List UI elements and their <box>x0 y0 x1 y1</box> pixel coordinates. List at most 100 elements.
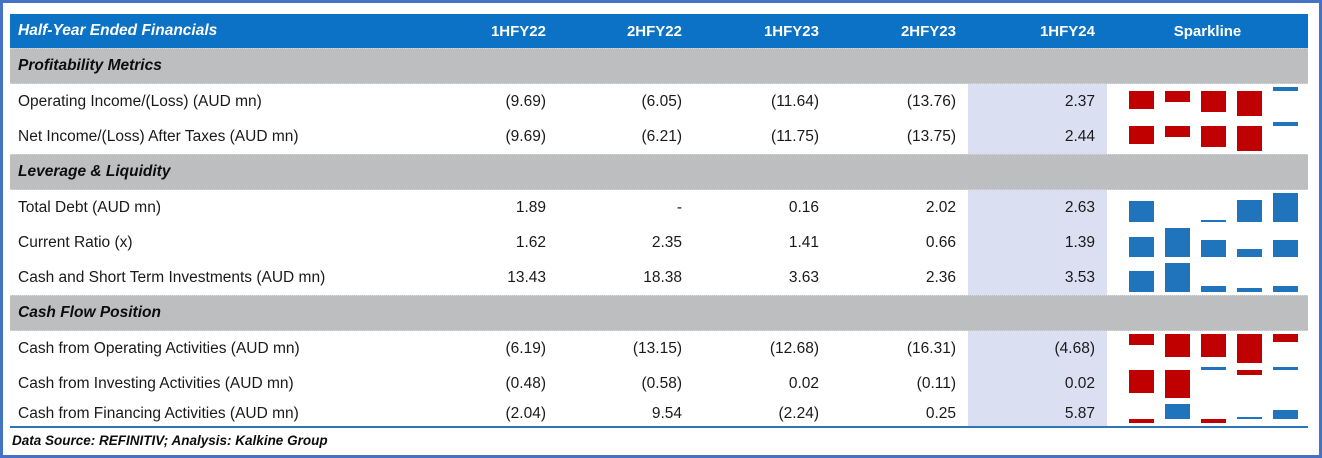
table-title: Half-Year Ended Financials <box>18 22 218 39</box>
sparkline-bar-negative <box>1201 334 1226 357</box>
sparkline-bar-negative <box>1129 91 1154 109</box>
sparkline-bar-positive <box>1273 367 1298 370</box>
sparkline-bar-negative <box>1201 419 1226 423</box>
sparkline-bar-positive <box>1273 193 1298 222</box>
column-header-1hfy22: 1HFY22 <box>490 22 546 40</box>
column-header-sparkline: Sparkline <box>1173 22 1242 40</box>
section-label: Profitability Metrics <box>18 57 162 74</box>
sparkline-bar-positive <box>1201 286 1226 292</box>
column-header-1hfy24: 1HFY24 <box>1039 22 1095 40</box>
table-row-operating-income: Operating Income/(Loss) (AUD mn) (9.69) … <box>10 84 1308 119</box>
row-label: Cash from Investing Activities (AUD mn) <box>18 374 294 392</box>
value-cell: 1.41 <box>788 233 819 251</box>
section-label: Cash Flow Position <box>18 304 161 321</box>
value-cell: (2.04) <box>505 404 547 422</box>
value-cell: (9.69) <box>505 92 547 110</box>
section-header-profitability: Profitability Metrics <box>10 48 1308 84</box>
sparkline-bar-positive <box>1165 228 1190 257</box>
value-cell: 0.25 <box>925 404 956 422</box>
half-year-financials-table: Half-Year Ended Financials 1HFY22 2HFY22… <box>10 14 1308 448</box>
sparkline-bar-negative <box>1165 369 1190 398</box>
value-cell: (2.24) <box>778 404 820 422</box>
sparkline-chart <box>1107 84 1308 119</box>
row-label: Cash from Financing Activities (AUD mn) <box>18 404 299 422</box>
sparkline-chart <box>1107 119 1308 154</box>
sparkline-bar-negative <box>1273 334 1298 343</box>
section-header-cashflow: Cash Flow Position <box>10 295 1308 331</box>
value-cell: (13.76) <box>906 92 956 110</box>
sparkline-chart <box>1107 401 1308 426</box>
value-cell-highlighted: (4.68) <box>968 331 1107 366</box>
sparkline-chart <box>1107 260 1308 295</box>
row-label: Current Ratio (x) <box>18 233 133 251</box>
value-cell: 18.38 <box>643 268 682 286</box>
value-cell: (16.31) <box>906 339 956 357</box>
value-cell-highlighted: 2.37 <box>968 84 1107 119</box>
value-cell: 2.35 <box>651 233 682 251</box>
table-row-total-debt: Total Debt (AUD mn) 1.89 - 0.16 2.02 2.6… <box>10 190 1308 225</box>
value-cell-highlighted: 5.87 <box>968 401 1107 426</box>
sparkline-bar-negative <box>1129 419 1154 423</box>
value-cell: (13.75) <box>906 127 956 145</box>
value-cell: 0.16 <box>788 198 819 216</box>
sparkline-chart <box>1107 331 1308 366</box>
table-header-row: Half-Year Ended Financials 1HFY22 2HFY22… <box>10 14 1308 48</box>
section-header-leverage: Leverage & Liquidity <box>10 154 1308 190</box>
value-cell: 0.02 <box>788 374 819 392</box>
sparkline-bar-negative <box>1129 126 1154 144</box>
value-cell-highlighted: 1.39 <box>968 225 1107 260</box>
value-cell: 9.54 <box>651 404 682 422</box>
value-cell: (13.15) <box>632 339 682 357</box>
sparkline-bar-positive <box>1165 404 1190 420</box>
column-header-2hfy23: 2HFY23 <box>900 22 956 40</box>
sparkline-bar-positive <box>1165 263 1190 292</box>
value-cell: (11.64) <box>771 92 819 110</box>
sparkline-bar-negative <box>1129 334 1154 345</box>
value-cell-highlighted: 2.44 <box>968 119 1107 154</box>
sparkline-bar-positive <box>1237 199 1262 222</box>
value-cell: (0.11) <box>916 374 956 392</box>
sparkline-bar-positive <box>1273 87 1298 92</box>
sparkline-bar-negative <box>1237 126 1262 151</box>
table-row-current-ratio: Current Ratio (x) 1.62 2.35 1.41 0.66 1.… <box>10 225 1308 260</box>
row-label: Cash from Operating Activities (AUD mn) <box>18 339 300 357</box>
value-cell: 2.36 <box>925 268 956 286</box>
row-label: Net Income/(Loss) After Taxes (AUD mn) <box>18 127 299 145</box>
sparkline-bar-positive <box>1129 270 1154 292</box>
row-label: Operating Income/(Loss) (AUD mn) <box>18 92 262 110</box>
sparkline-bar-positive <box>1129 237 1154 257</box>
sparkline-bar-negative <box>1129 369 1154 394</box>
sparkline-chart <box>1107 225 1308 260</box>
sparkline-chart <box>1107 190 1308 225</box>
table-row-cash-financing: Cash from Financing Activities (AUD mn) … <box>10 401 1308 426</box>
table-row-cash-operating: Cash from Operating Activities (AUD mn) … <box>10 331 1308 366</box>
sparkline-bar-negative <box>1165 126 1190 138</box>
value-cell: (6.21) <box>641 127 683 145</box>
value-cell: (12.68) <box>769 339 819 357</box>
sparkline-bar-negative <box>1165 91 1190 103</box>
value-cell: (6.05) <box>641 92 683 110</box>
sparkline-bar-positive <box>1237 248 1262 257</box>
row-label: Total Debt (AUD mn) <box>18 198 161 216</box>
value-cell: 3.63 <box>788 268 819 286</box>
section-label: Leverage & Liquidity <box>18 163 171 180</box>
value-cell: 0.66 <box>925 233 956 251</box>
sparkline-bar-positive <box>1237 416 1262 420</box>
sparkline-bar-positive <box>1273 409 1298 420</box>
sparkline-bar-positive <box>1201 239 1226 257</box>
value-cell: (9.69) <box>505 127 547 145</box>
sparkline-bar-positive <box>1273 286 1298 292</box>
value-cell-highlighted: 3.53 <box>968 260 1107 295</box>
sparkline-bar-negative <box>1237 369 1262 376</box>
value-cell: 1.62 <box>515 233 546 251</box>
sparkline-bar-positive <box>1273 239 1298 257</box>
sparkline-bar-negative <box>1237 91 1262 116</box>
value-cell: (11.75) <box>771 127 819 145</box>
sparkline-bar-positive <box>1201 219 1226 222</box>
table-row-cash-sti: Cash and Short Term Investments (AUD mn)… <box>10 260 1308 295</box>
data-source-note: Data Source: REFINITIV; Analysis: Kalkin… <box>10 426 1308 448</box>
column-header-1hfy23: 1HFY23 <box>763 22 819 40</box>
value-cell: 1.89 <box>515 198 546 216</box>
value-cell: (0.58) <box>641 374 683 392</box>
value-cell: (6.19) <box>505 339 547 357</box>
